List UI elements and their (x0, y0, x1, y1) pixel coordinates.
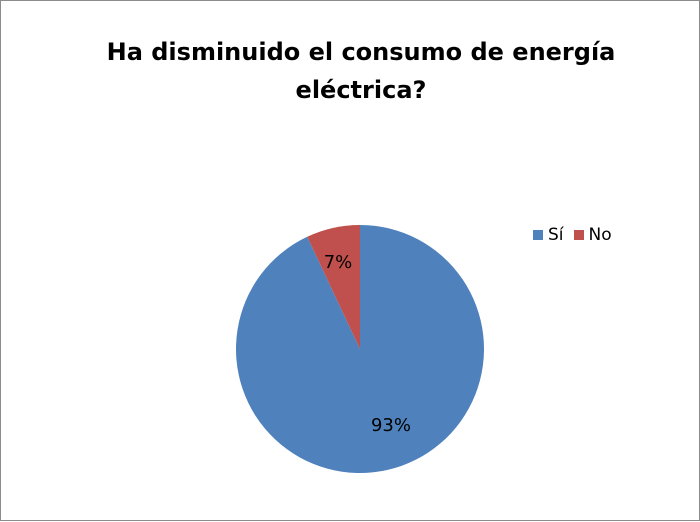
legend-label-no: No (588, 225, 612, 245)
legend-swatch-si (533, 230, 543, 240)
data-label-no: 7% (324, 252, 353, 273)
legend-swatch-no (573, 230, 584, 240)
data-label-si: 93% (371, 415, 411, 436)
chart-title: Ha disminuido el consumo de energía eléc… (106, 38, 616, 104)
legend-label-si: Sí (548, 225, 564, 245)
chart-legend: Sí No (533, 225, 622, 245)
pie-slice-no (307, 225, 360, 349)
legend-item-si: Sí (533, 225, 564, 245)
legend-item-no: No (573, 225, 612, 245)
